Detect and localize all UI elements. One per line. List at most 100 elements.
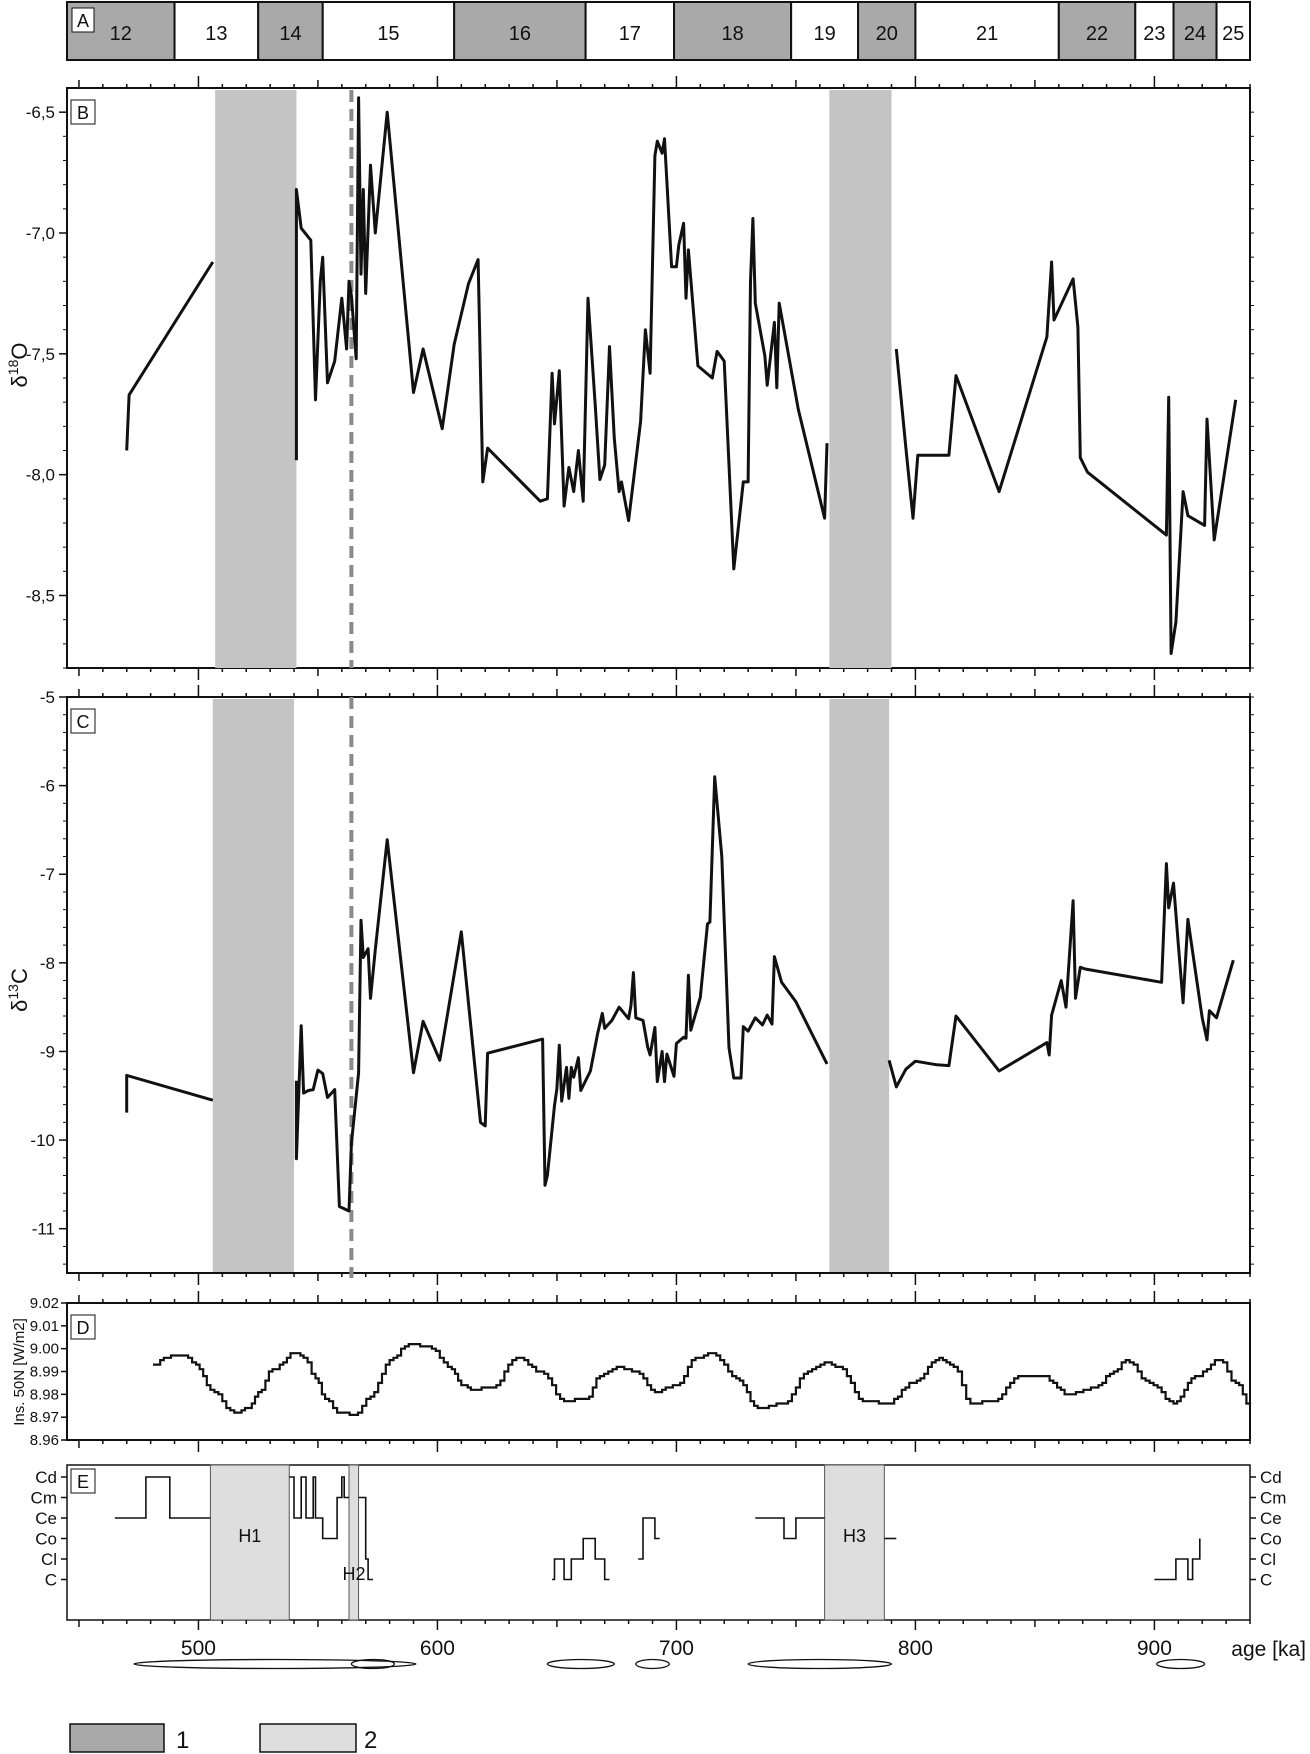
panel-a-marine-isotope-stages: 12 13 14 15 16 17 18 19 20 21 22 23 24 25 A: [66, 1, 1251, 61]
series-line: [294, 775, 829, 1213]
stage-box-25: [1215, 1, 1251, 61]
y-tick-label: 9.02: [30, 1295, 59, 1312]
age-uncertainty-ellipse: [546, 1658, 615, 1670]
panel-tag-a: A: [77, 11, 89, 31]
y-tick-label: -8,0: [26, 466, 55, 485]
stage-label-16: 16: [509, 23, 531, 45]
x-axis-label: age [ka]: [1231, 1638, 1306, 1661]
y-category-label-left: Co: [35, 1530, 57, 1549]
y-tick-label: 8.99: [30, 1364, 59, 1381]
category-step-line: [358, 1496, 373, 1581]
gray-band: [829, 90, 892, 668]
y-tick-label: -7,0: [26, 224, 55, 243]
y-tick-label: -6: [40, 777, 55, 796]
stage-box-19: [790, 1, 860, 61]
y-tick-label: -7,5: [26, 345, 55, 364]
stage-label-19: 19: [813, 23, 835, 45]
stage-label-14: 14: [279, 23, 301, 45]
y-axis-label-element: O: [7, 343, 32, 360]
panel-tag-box: [71, 7, 95, 33]
age-uncertainty-ellipse: [350, 1658, 396, 1670]
series-line: [294, 96, 829, 571]
panel-d-insolation-chart: 9.02 9.01 9.00 8.99 8.98 8.97 8.96 D Ins. 50N [W…: [11, 1291, 1252, 1452]
y-category-label-left: Cl: [41, 1550, 57, 1569]
y-category-label-left: Ce: [35, 1509, 57, 1528]
stage-box-24: [1172, 1, 1218, 61]
age-uncertainty-ellipse: [133, 1658, 417, 1670]
panel-tag-box: [70, 708, 96, 734]
series-line: [894, 260, 1238, 655]
y-tick-label: 8.96: [30, 1432, 59, 1449]
y-axis-label-element: C: [7, 968, 32, 984]
y-tick-label: 8.98: [30, 1386, 59, 1403]
y-tick-label: -5: [40, 688, 55, 707]
y-axis-label: Ins. 50N [W/m2]: [11, 1318, 28, 1426]
series-line: [125, 1073, 214, 1113]
y-category-label-right: Co: [1260, 1530, 1282, 1549]
h-band-h1: [209, 1464, 290, 1621]
stage-label-22: 22: [1086, 23, 1108, 45]
category-step-line: [1154, 1538, 1201, 1581]
x-tick-label: 900: [1137, 1637, 1172, 1660]
y-tick-label: -9: [40, 1042, 55, 1061]
age-uncertainty-ellipse: [747, 1658, 893, 1670]
legend: 1 2: [69, 1723, 377, 1754]
x-tick-label: 500: [181, 1637, 216, 1660]
h-band-label-h1: H1: [238, 1526, 261, 1546]
stage-box-21: [914, 1, 1060, 61]
panel-tag-d: D: [77, 1318, 90, 1338]
h-band-h3: [824, 1464, 885, 1621]
y-axis-label-superscript: 18: [5, 359, 21, 375]
panel-tag-box: [70, 1468, 96, 1494]
y-tick-label: -11: [32, 1220, 55, 1239]
x-axis-age: age [ka]: [1231, 1638, 1306, 1661]
stage-label-20: 20: [876, 23, 898, 45]
legend-label-2: 2: [364, 1727, 377, 1754]
stage-box-14: [257, 1, 324, 61]
legend-label-1: 1: [176, 1727, 189, 1754]
y-category-label-right: C: [1260, 1571, 1272, 1590]
y-category-label-left: Cm: [31, 1489, 57, 1508]
stage-box-13: [173, 1, 260, 61]
y-tick-label: -8,5: [26, 587, 55, 606]
x-tick-label: 600: [420, 1637, 455, 1660]
stage-label-23: 23: [1143, 23, 1165, 45]
age-uncertainty-ellipse: [635, 1658, 670, 1670]
legend-swatch-2: [259, 1723, 357, 1753]
legend-swatch-1: [69, 1723, 165, 1753]
y-tick-label: 8.97: [30, 1409, 59, 1426]
stage-label-12: 12: [110, 23, 132, 45]
gray-band: [212, 699, 295, 1272]
category-step-line: [289, 1476, 349, 1540]
y-category-label-left: C: [45, 1571, 57, 1590]
stage-label-15: 15: [377, 23, 399, 45]
y-tick-label: 9.01: [30, 1318, 59, 1335]
y-tick-label: -8: [40, 954, 55, 973]
y-axis-label-symbol: δ: [7, 375, 32, 387]
gray-band: [829, 699, 890, 1272]
stage-label-18: 18: [721, 23, 743, 45]
stage-label-13: 13: [205, 23, 227, 45]
panel-tag-box: [70, 1314, 96, 1340]
x-tick-label: 700: [659, 1637, 694, 1660]
gray-band: [215, 90, 297, 668]
y-category-label-right: Ce: [1260, 1509, 1282, 1528]
y-category-label-right: Cm: [1260, 1489, 1286, 1508]
stage-box-16: [453, 1, 587, 61]
panel-tag-c: C: [77, 712, 90, 732]
y-tick-label: -7: [40, 865, 55, 884]
x-tick-label: 800: [898, 1637, 933, 1660]
series-line: [125, 261, 215, 451]
y-category-label-left: Cd: [35, 1468, 57, 1487]
stage-label-24: 24: [1184, 23, 1206, 45]
y-tick-label: 9.00: [30, 1341, 59, 1358]
panel-tag-box: [70, 99, 96, 125]
stage-box-23: [1134, 1, 1175, 61]
y-axis-label-symbol: δ: [7, 1000, 32, 1012]
category-step-line: [755, 1517, 825, 1540]
category-step-line: [114, 1476, 211, 1519]
